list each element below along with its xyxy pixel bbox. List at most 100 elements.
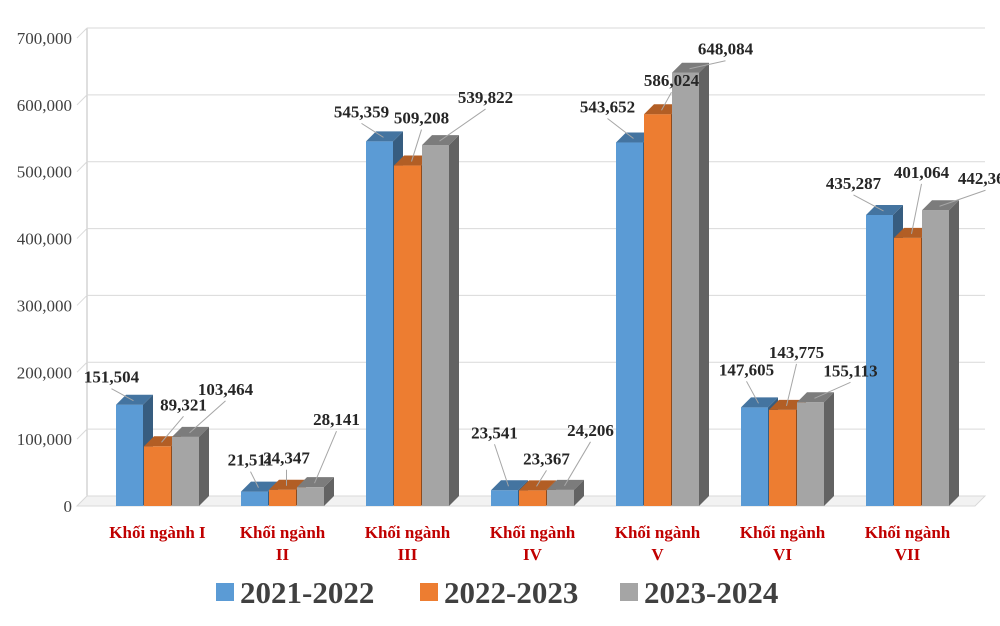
leader-line xyxy=(814,381,851,399)
bar-top xyxy=(394,155,431,166)
gridline-floor-edge xyxy=(76,295,88,306)
bar-front xyxy=(116,404,143,506)
leader-line xyxy=(161,415,184,443)
leader-line xyxy=(746,381,759,404)
leader-line xyxy=(494,444,509,487)
bar-2022-2023-1 xyxy=(269,479,306,506)
category-label: V xyxy=(651,545,664,564)
bar-front xyxy=(491,490,518,506)
data-label: 539,822 xyxy=(458,88,513,107)
data-label: 435,287 xyxy=(826,174,882,193)
bar-top xyxy=(491,480,528,491)
bar-2023-2024-2 xyxy=(422,135,459,506)
data-label: 543,652 xyxy=(580,98,635,117)
data-label: 21,511 xyxy=(228,451,274,470)
bar-top xyxy=(616,132,653,143)
bar-side xyxy=(699,62,709,506)
data-label: 23,367 xyxy=(523,449,570,468)
data-label: 545,359 xyxy=(334,102,389,121)
category-label: Khối ngành xyxy=(615,523,701,542)
leader-line xyxy=(786,363,797,406)
category-label: Khối ngành xyxy=(490,523,576,542)
data-label: 401,064 xyxy=(894,163,950,182)
bar-top xyxy=(797,392,834,403)
data-labels: 151,504 21,511 545,359 23,541 543,652 147,605… xyxy=(84,40,1000,470)
y-tick-label: 200,000 xyxy=(17,363,72,382)
data-label: 23,541 xyxy=(471,423,518,442)
bar-top xyxy=(866,204,903,215)
category-label: Khối ngành xyxy=(865,523,951,542)
bar-front xyxy=(644,114,671,506)
legend-label: 2021-2022 xyxy=(240,575,374,610)
bar-top xyxy=(672,62,709,73)
gridline-floor-edge xyxy=(76,94,88,106)
legend-swatch xyxy=(216,583,234,601)
gridline-floor-edge xyxy=(76,161,88,173)
leader-line xyxy=(314,430,337,484)
bar-top xyxy=(894,227,931,238)
bar-front xyxy=(797,402,824,506)
bar-top xyxy=(741,397,778,408)
y-tick-label: 500,000 xyxy=(17,163,72,182)
legend-label: 2023-2024 xyxy=(644,575,778,610)
data-label: 24,347 xyxy=(263,449,310,468)
data-label: 586,024 xyxy=(644,71,700,90)
bar-side xyxy=(949,200,959,507)
category-label: Khối ngành xyxy=(740,523,826,542)
legend: 2021-2022 2022-2023 2023-2024 xyxy=(216,575,778,610)
bar-front xyxy=(616,142,643,507)
bar-side xyxy=(824,392,834,506)
y-tick-label: 600,000 xyxy=(17,96,72,115)
data-label: 89,321 xyxy=(160,395,207,414)
legend-item-2022-2023: 2022-2023 xyxy=(420,575,578,610)
leader-line xyxy=(536,470,547,487)
bar-front xyxy=(741,407,768,506)
leader-line xyxy=(939,189,986,207)
y-tick-label: 0 xyxy=(64,497,73,516)
leader-line xyxy=(607,118,634,139)
leader-line xyxy=(189,400,226,434)
bar-side xyxy=(449,135,459,506)
y-tick-label: 400,000 xyxy=(17,230,72,249)
leader-line xyxy=(564,441,591,487)
bar-front xyxy=(269,489,296,506)
data-label: 28,141 xyxy=(313,410,360,429)
data-label: 151,504 xyxy=(84,368,140,387)
x-axis: Khối ngành I Khối ngành II Khối ngành III Khố… xyxy=(109,523,950,564)
bar-front xyxy=(366,141,393,506)
bar-top xyxy=(116,394,153,405)
data-label: 509,208 xyxy=(394,109,449,128)
bar-front xyxy=(672,72,699,506)
legend-item-2021-2022: 2021-2022 xyxy=(216,575,374,610)
bar-front xyxy=(422,145,449,506)
bar-front xyxy=(172,436,199,506)
y-axis: 0 100,000 200,000 300,000 400,000 500,000 600,… xyxy=(17,29,72,516)
leader-line xyxy=(250,471,259,488)
bar-side xyxy=(199,426,209,506)
data-label: 103,464 xyxy=(198,380,254,399)
data-label: 24,206 xyxy=(567,421,614,440)
y-tick-label: 100,000 xyxy=(17,430,72,449)
category-label: Khối ngành xyxy=(365,523,451,542)
bar-front xyxy=(144,446,171,506)
leader-line xyxy=(111,388,134,402)
leader-line xyxy=(361,122,384,138)
bar-2023-2024-1 xyxy=(297,477,334,506)
category-label: IV xyxy=(523,545,543,564)
bar-2023-2024-5 xyxy=(797,392,834,506)
bar-front xyxy=(769,409,796,506)
category-label: Khối ngành xyxy=(240,523,326,542)
gridline-floor-edge xyxy=(76,228,88,239)
legend-label: 2022-2023 xyxy=(444,575,578,610)
data-label: 143,775 xyxy=(769,343,824,362)
legend-item-2023-2024: 2023-2024 xyxy=(620,575,778,610)
bar-top xyxy=(241,481,278,492)
bar-front xyxy=(297,487,324,506)
category-label: VII xyxy=(895,545,921,564)
leader-lines xyxy=(111,60,986,488)
leader-line xyxy=(411,129,422,162)
bar-front xyxy=(519,490,546,506)
leader-line xyxy=(911,183,922,234)
